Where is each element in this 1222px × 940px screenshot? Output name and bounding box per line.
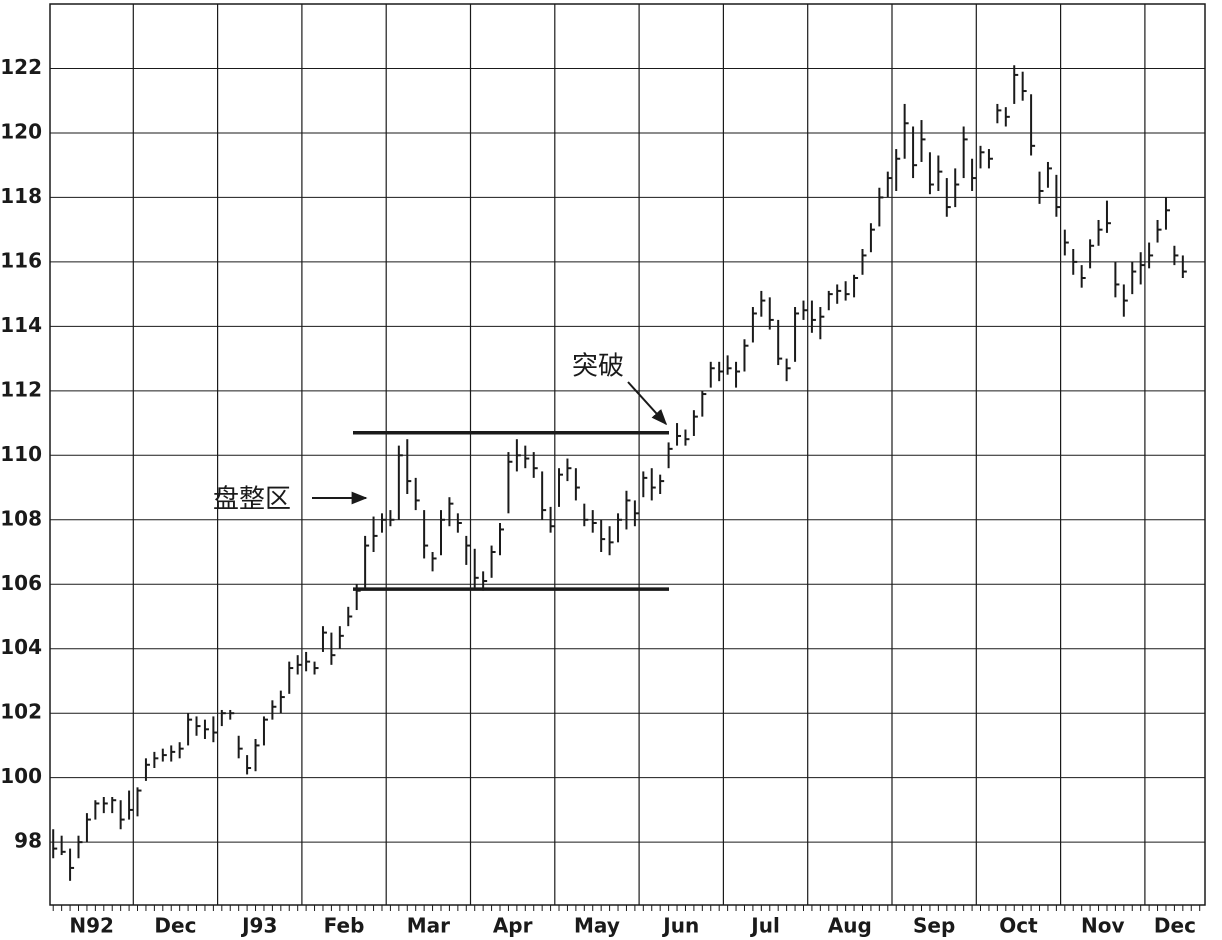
x-tick-label: Dec bbox=[1154, 914, 1196, 938]
y-tick-label: 104 bbox=[0, 635, 42, 659]
annotation-arrow bbox=[627, 381, 668, 426]
x-tick-label: Nov bbox=[1081, 914, 1125, 938]
y-tick-label: 108 bbox=[0, 506, 42, 530]
y-tick-label: 118 bbox=[0, 184, 42, 208]
x-tick-label: Dec bbox=[154, 914, 196, 938]
annotation: 突破 bbox=[572, 352, 624, 382]
y-tick-label: 110 bbox=[0, 442, 42, 466]
x-tick-label: Apr bbox=[493, 914, 533, 938]
plot-frame bbox=[49, 3, 1206, 906]
x-tick-label: Oct bbox=[999, 914, 1038, 938]
y-tick-label: 106 bbox=[0, 571, 42, 595]
x-tick-label: Feb bbox=[324, 914, 365, 938]
x-tick-label: Aug bbox=[828, 914, 872, 938]
y-tick-label: 100 bbox=[0, 764, 42, 788]
y-tick-label: 120 bbox=[0, 119, 42, 143]
y-tick-label: 116 bbox=[0, 248, 42, 272]
y-tick-label: 114 bbox=[0, 313, 42, 337]
y-tick-label: 102 bbox=[0, 700, 42, 724]
y-tick-label: 122 bbox=[0, 55, 42, 79]
x-tick-label: N92 bbox=[69, 914, 114, 938]
x-tick-label: Mar bbox=[407, 914, 450, 938]
x-tick-label: Sep bbox=[913, 914, 955, 938]
x-tick-label: J93 bbox=[240, 914, 277, 938]
x-tick-label: May bbox=[574, 914, 620, 938]
annotation: 盘整区 bbox=[213, 485, 291, 515]
y-tick-label: 98 bbox=[14, 829, 42, 853]
y-tick-label: 112 bbox=[0, 377, 42, 401]
x-tick-label: Jul bbox=[749, 914, 780, 938]
x-tick-label: Jun bbox=[661, 914, 699, 938]
